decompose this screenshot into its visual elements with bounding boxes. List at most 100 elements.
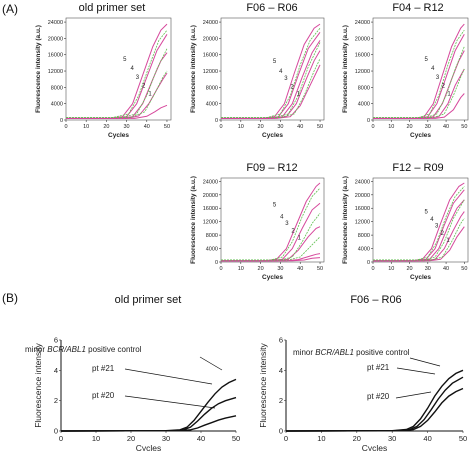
- x-axis-label: Cycles: [136, 443, 162, 451]
- x-axis-label: Cycles: [262, 132, 283, 139]
- x-axis-label: Cycles: [410, 274, 431, 281]
- x-tick-label: 30: [425, 266, 431, 272]
- x-tick-label: 0: [284, 434, 288, 443]
- series-line-1: [221, 23, 321, 119]
- y-tick-label: 2: [279, 396, 283, 405]
- annotation-leader: [395, 391, 432, 399]
- curve-label: 4: [280, 214, 284, 220]
- x-tick-label: 40: [197, 434, 205, 443]
- annotation-label: pt #20: [92, 391, 115, 400]
- y-tick-label: 20000: [203, 193, 218, 199]
- y-tick-label: 4: [279, 366, 283, 375]
- series-line-5: [221, 257, 321, 262]
- x-tick-label: 40: [297, 124, 303, 130]
- x-tick-label: 10: [238, 266, 244, 272]
- series-line-2: [285, 376, 464, 432]
- y-tick-label: 6: [54, 336, 58, 345]
- y-tick-label: 20000: [48, 36, 63, 42]
- curve-label: 1: [148, 92, 152, 98]
- series-line-2: [373, 34, 465, 119]
- series-line-6: [221, 27, 321, 118]
- y-tick-label: 8000: [51, 85, 63, 91]
- y-tick-label: 8000: [206, 85, 218, 91]
- y-tick-label: 16000: [355, 206, 370, 212]
- x-tick-label: 10: [92, 434, 100, 443]
- y-tick-label: 4000: [358, 102, 370, 108]
- curve-label: 2: [142, 83, 146, 89]
- y-axis-label: Fluorescence intensity (a.u.): [190, 25, 197, 113]
- x-axis-label: Cycles: [262, 274, 283, 281]
- series-line-5: [373, 93, 465, 119]
- y-axis-label: Fluorescence intensity: [258, 342, 268, 427]
- chart-4: F09 – R12 0 4000 8000 12000 16000 20000 24000 0 1…: [190, 162, 325, 281]
- series-line-5: [66, 104, 168, 119]
- series-line-6: [373, 29, 465, 118]
- x-tick-label: 30: [124, 124, 130, 130]
- x-tick-label: 0: [59, 434, 63, 443]
- y-tick-label: 24000: [355, 20, 370, 26]
- series-line-7: [66, 48, 168, 118]
- x-tick-label: 50: [317, 266, 323, 272]
- plot-frame: [372, 177, 469, 263]
- plot-frame: [372, 17, 469, 121]
- x-tick-label: 20: [258, 124, 264, 130]
- chart-2: F06 – R06 0 4000 8000 12000 16000 20000 24000 0 1…: [190, 2, 325, 139]
- y-tick-label: 16000: [48, 53, 63, 59]
- series-line-4: [373, 211, 465, 262]
- curve-label: 4: [130, 66, 134, 72]
- series-line-7: [221, 42, 321, 118]
- chart-7: F06 – R06 0 2 4 6 0 10 20 30 40 50 Cycles Fluorescen…: [258, 294, 467, 451]
- annotation-label: minor BCR/ABL1 positive control: [293, 348, 410, 357]
- curve-label: 4: [431, 66, 435, 72]
- x-tick-label: 0: [371, 124, 374, 130]
- curve-label: 3: [136, 75, 140, 81]
- x-tick-label: 0: [219, 124, 222, 130]
- x-tick-label: 30: [388, 434, 396, 443]
- chart-title: old primer set: [115, 294, 182, 306]
- plot-frame: [220, 17, 325, 121]
- charts-layer: old primer set04000800012000160002000024…: [25, 2, 469, 451]
- annotation-leader: [396, 367, 436, 375]
- chart-title: F06 – R06: [350, 294, 401, 306]
- series-line-3: [285, 387, 464, 432]
- x-tick-label: 10: [388, 124, 394, 130]
- annotation-leader: [124, 395, 216, 409]
- chart-title: old primer set: [79, 2, 146, 14]
- y-tick-label: 0: [215, 260, 218, 266]
- panel-b-label: (B): [2, 291, 18, 305]
- x-tick-label: 30: [162, 434, 170, 443]
- y-tick-label: 16000: [355, 53, 370, 59]
- x-tick-label: 40: [144, 124, 150, 130]
- x-tick-label: 50: [459, 434, 467, 443]
- series-line-5: [373, 226, 465, 262]
- annotation-leader: [409, 357, 441, 367]
- x-tick-label: 50: [461, 124, 467, 130]
- series-line-7: [221, 213, 321, 261]
- x-tick-label: 0: [64, 124, 67, 130]
- x-axis-label: Cycles: [410, 132, 431, 139]
- x-tick-label: 20: [353, 434, 361, 443]
- x-tick-label: 40: [297, 266, 303, 272]
- series-line-2: [66, 34, 168, 119]
- x-tick-label: 40: [443, 266, 449, 272]
- y-tick-label: 16000: [203, 206, 218, 212]
- series-line-6: [66, 29, 168, 118]
- series-line-4: [221, 50, 321, 119]
- series-line-5: [221, 64, 321, 119]
- x-tick-label: 30: [425, 124, 431, 130]
- chart-5: F12 – R09 0 4000 8000 12000 16000 20000 24000 0 1…: [342, 162, 469, 281]
- y-tick-label: 20000: [355, 36, 370, 42]
- series-line-2: [221, 32, 321, 119]
- y-tick-label: 4000: [51, 102, 63, 108]
- annotation-leader: [199, 356, 223, 371]
- chart-title: F12 – R09: [392, 162, 443, 174]
- x-tick-label: 10: [388, 266, 394, 272]
- panel-a-label: (A): [2, 2, 18, 16]
- series-line-4: [66, 72, 168, 119]
- series-line-8: [66, 70, 168, 118]
- y-tick-label: 8000: [358, 233, 370, 239]
- curve-label: 1: [446, 238, 450, 244]
- y-tick-label: 8000: [358, 85, 370, 91]
- x-tick-label: 10: [238, 124, 244, 130]
